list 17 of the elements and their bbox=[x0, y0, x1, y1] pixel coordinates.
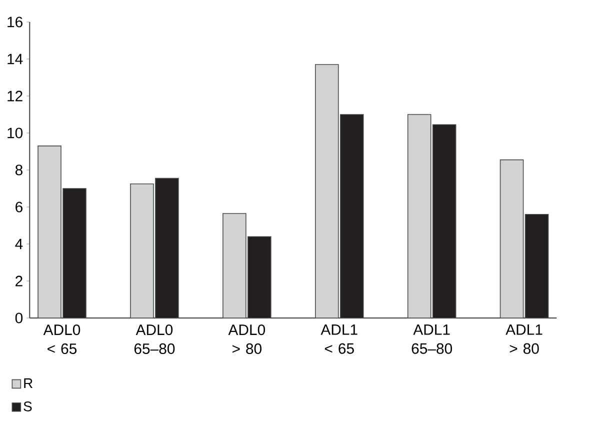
y-tick-label: 10 bbox=[8, 128, 23, 138]
x-tick-label: ADL0 > 80 bbox=[228, 324, 266, 354]
y-tick-label: 16 bbox=[8, 16, 22, 28]
y-tick-label: 0 bbox=[15, 312, 23, 324]
legend-label: S bbox=[24, 401, 32, 412]
y-tick-label: 6 bbox=[16, 202, 22, 212]
x-tick-label: ADL1 > 80 bbox=[506, 324, 542, 354]
x-tick-label: ADL0 < 65 bbox=[43, 324, 80, 354]
y-tick-label: 12 bbox=[8, 90, 22, 102]
legend-label: R bbox=[24, 378, 32, 388]
x-tick-label: ADL0 65–80 bbox=[134, 324, 175, 354]
y-tick-label: 2 bbox=[16, 276, 22, 286]
y-tick-label: 4 bbox=[15, 238, 23, 250]
y-tick-label: 8 bbox=[15, 164, 22, 176]
x-tick-label: ADL1 65–80 bbox=[412, 324, 452, 354]
x-tick-label: ADL1 < 65 bbox=[320, 324, 358, 354]
y-tick-label: 14 bbox=[8, 54, 23, 64]
